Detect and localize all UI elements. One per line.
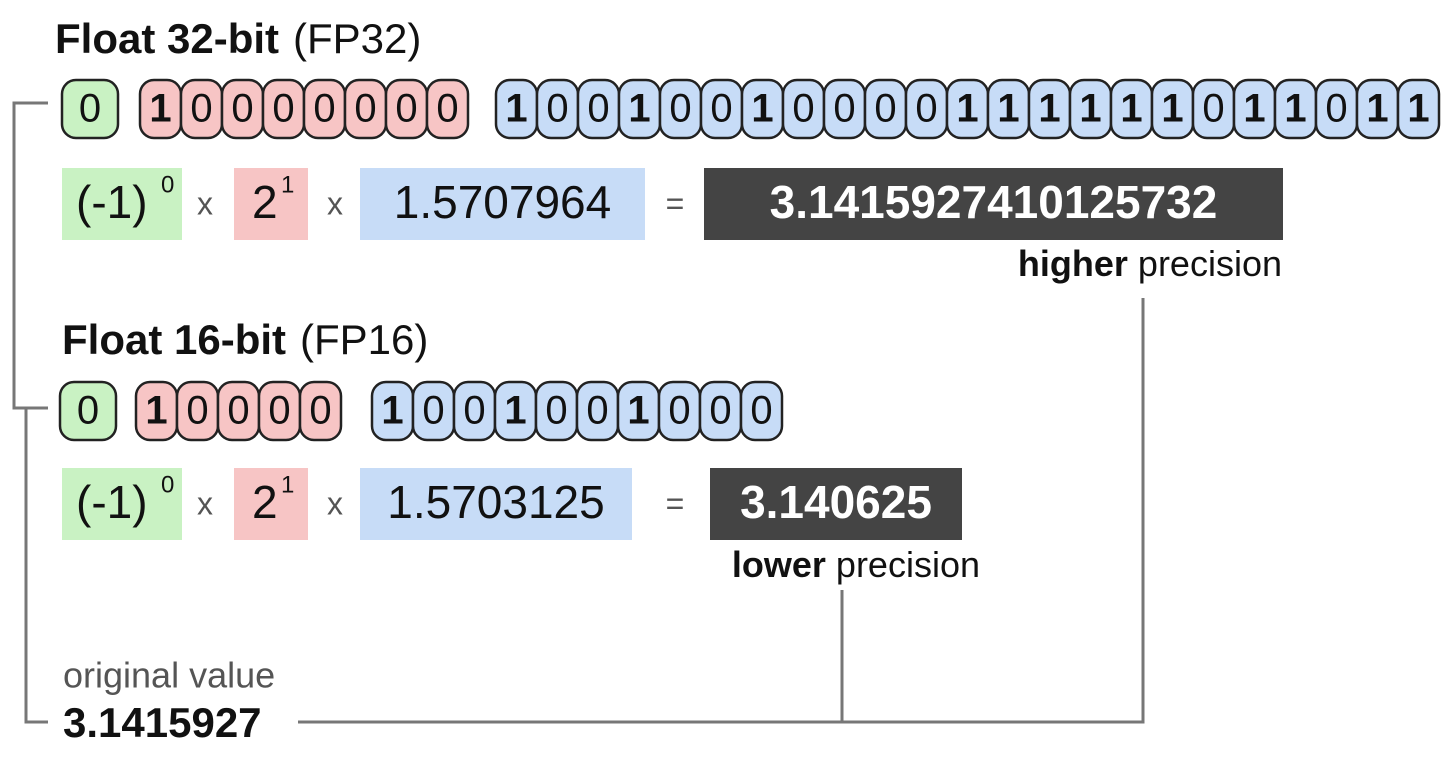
- mantissa-bit: 0: [750, 389, 772, 433]
- mantissa-box: [360, 168, 645, 240]
- exponent-bit: 0: [309, 389, 331, 433]
- original-label: original value: [63, 655, 275, 696]
- title: Float 16-bit: [62, 316, 286, 363]
- mantissa-bit: 0: [874, 87, 896, 131]
- sign-base: (-1): [76, 476, 148, 528]
- sign-bit: 0: [77, 389, 99, 433]
- times: x: [327, 185, 343, 221]
- mantissa-bit: 0: [1202, 87, 1224, 131]
- exponent-bit: 0: [272, 87, 294, 131]
- precision-note: lower precision: [732, 544, 980, 585]
- connectors: [12, 101, 1145, 724]
- mantissa-bit: 1: [1407, 87, 1429, 131]
- mantissa-bit: 1: [1120, 87, 1142, 131]
- mantissa-bit-box: [1396, 78, 1441, 140]
- mantissa-bit: 1: [505, 87, 527, 131]
- sign-box: [62, 468, 182, 540]
- mantissa-bit: 1: [1079, 87, 1101, 131]
- exponent-bit: 0: [268, 389, 290, 433]
- mantissa-bit: 1: [1161, 87, 1183, 131]
- sign-bit-box: [58, 380, 118, 442]
- sign-base: (-1): [76, 176, 148, 228]
- mantissa-bit: 0: [668, 389, 690, 433]
- mantissa-bit: 1: [1038, 87, 1060, 131]
- mantissa-bit: 1: [381, 389, 403, 433]
- equals: =: [666, 485, 685, 521]
- exponent-bit: 1: [149, 87, 171, 131]
- mantissa-bit: 1: [1284, 87, 1306, 131]
- mantissa-bit: 0: [545, 389, 567, 433]
- sign-power: 0: [161, 471, 174, 498]
- exp-base: 2: [252, 476, 278, 528]
- mantissa-value: 1.5703125: [387, 476, 604, 528]
- mantissa-bit-box: [739, 380, 784, 442]
- exp-power: 1: [281, 471, 294, 498]
- mantissa-box: [360, 468, 632, 540]
- title: Float 32-bit: [55, 15, 279, 62]
- section-title: Float 32-bit (FP32): [55, 15, 421, 62]
- mantissa-bit: 1: [956, 87, 978, 131]
- note: precision: [1138, 243, 1282, 284]
- exponent-bit: 1: [145, 389, 167, 433]
- connector: [298, 298, 1145, 724]
- mantissa-bit: 0: [1325, 87, 1347, 131]
- exponent-bit: 0: [190, 87, 212, 131]
- mantissa-bit: 0: [915, 87, 937, 131]
- sign-bit-box: [60, 78, 120, 140]
- result: 3.140625: [740, 476, 932, 528]
- exponent-bit: 0: [313, 87, 335, 131]
- mantissa-bit: 0: [546, 87, 568, 131]
- exponent-bit: 0: [395, 87, 417, 131]
- mantissa-bit: 0: [710, 87, 732, 131]
- note-bold: higher: [1018, 243, 1128, 284]
- times: x: [197, 485, 213, 521]
- result-box: [710, 468, 962, 540]
- mantissa-bit: 1: [997, 87, 1019, 131]
- subtitle: (FP16): [300, 316, 428, 363]
- exponent-bit: 0: [231, 87, 253, 131]
- exponent-bit: 0: [436, 87, 458, 131]
- exponent-box: [234, 468, 308, 540]
- subtitle: (FP32): [293, 15, 421, 62]
- note: precision: [836, 544, 980, 585]
- exponent-bit-box: [298, 380, 343, 442]
- mantissa-bit: 0: [587, 87, 609, 131]
- mantissa-bit: 1: [751, 87, 773, 131]
- mantissa-bit: 0: [586, 389, 608, 433]
- sign-power: 0: [161, 171, 174, 198]
- sign-bit: 0: [79, 87, 101, 131]
- precision-note: higher precision: [1018, 243, 1282, 284]
- mantissa-bit: 0: [792, 87, 814, 131]
- exponent-bit: 0: [227, 389, 249, 433]
- sign-box: [62, 168, 182, 240]
- exponent-bit: 0: [354, 87, 376, 131]
- equals: =: [666, 185, 685, 221]
- mantissa-bit: 1: [628, 87, 650, 131]
- exponent-box: [234, 168, 308, 240]
- exponent-bit: 0: [186, 389, 208, 433]
- bracket: [24, 408, 48, 724]
- mantissa-bit: 0: [463, 389, 485, 433]
- result-box: [704, 168, 1283, 240]
- mantissa-value: 1.5707964: [394, 176, 611, 228]
- mantissa-bit: 0: [709, 389, 731, 433]
- bracket: [12, 101, 48, 410]
- exp-base: 2: [252, 176, 278, 228]
- mantissa-bit: 0: [669, 87, 691, 131]
- mantissa-bit: 1: [627, 389, 649, 433]
- mantissa-bit: 1: [1366, 87, 1388, 131]
- mantissa-bit: 0: [833, 87, 855, 131]
- exponent-bit-box: [425, 78, 470, 140]
- mantissa-bit: 1: [504, 389, 526, 433]
- mantissa-bit: 1: [1243, 87, 1265, 131]
- original-value: 3.1415927: [63, 699, 262, 746]
- exp-power: 1: [281, 171, 294, 198]
- mantissa-bit: 0: [422, 389, 444, 433]
- note-bold: lower: [732, 544, 826, 585]
- times: x: [327, 485, 343, 521]
- times: x: [197, 185, 213, 221]
- result: 3.1415927410125732: [770, 176, 1218, 228]
- section-title: Float 16-bit (FP16): [62, 316, 428, 363]
